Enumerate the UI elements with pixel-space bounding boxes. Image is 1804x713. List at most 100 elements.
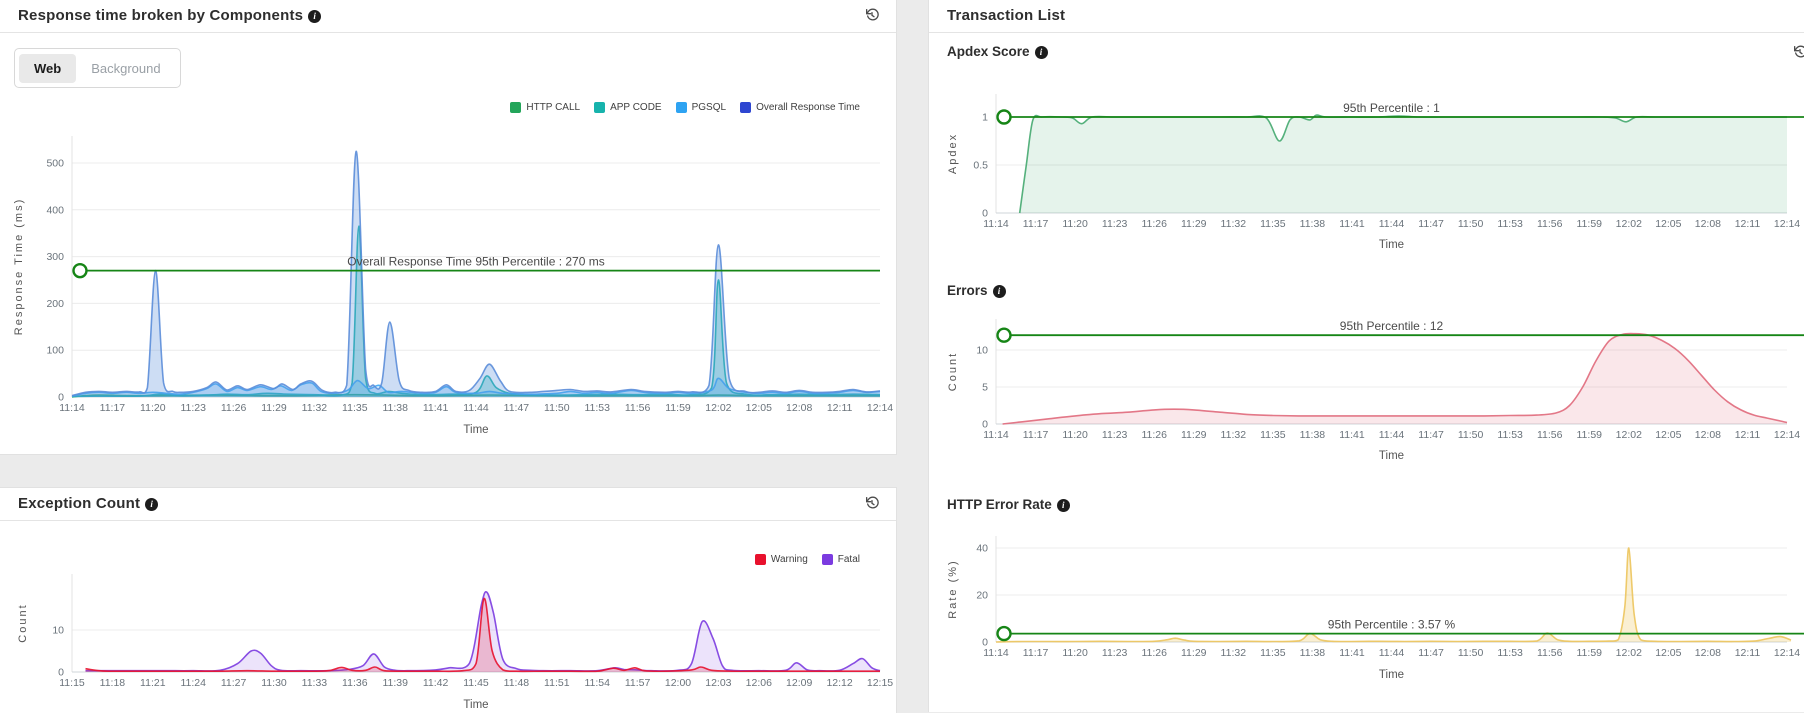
svg-text:11:23: 11:23 [180, 402, 206, 414]
legend-item[interactable]: HTTP CALL [510, 102, 580, 113]
svg-text:12:08: 12:08 [1695, 647, 1721, 659]
svg-text:11:14: 11:14 [59, 402, 85, 414]
svg-text:11:41: 11:41 [423, 402, 449, 414]
svg-text:11:35: 11:35 [1260, 218, 1286, 230]
svg-text:11:44: 11:44 [1379, 429, 1405, 441]
svg-text:11:38: 11:38 [382, 402, 408, 414]
svg-text:12:12: 12:12 [826, 677, 852, 689]
svg-text:11:41: 11:41 [1339, 429, 1365, 441]
legend-swatch [754, 554, 766, 565]
response-time-chart[interactable]: 0 100 200 300 400 500 11:14 11:17 11:20 11:23 11:2… [0, 118, 896, 448]
chart-legend: Warning Fatal [754, 554, 860, 565]
section-title-errors: Errors i [947, 283, 1006, 298]
threshold-label: Overall Response Time 95th Percentile : … [347, 255, 604, 269]
svg-text:11:56: 11:56 [1537, 429, 1563, 441]
info-icon[interactable]: i [1056, 499, 1070, 512]
svg-text:12:08: 12:08 [786, 402, 812, 414]
svg-text:1: 1 [982, 112, 988, 124]
history-icon[interactable] [864, 7, 882, 25]
svg-text:11:56: 11:56 [1537, 647, 1563, 659]
svg-text:11:23: 11:23 [1102, 218, 1128, 230]
legend-swatch [821, 554, 833, 565]
svg-text:12:11: 12:11 [1735, 218, 1761, 230]
history-icon[interactable] [864, 495, 882, 513]
svg-text:400: 400 [46, 204, 64, 216]
svg-text:0: 0 [982, 419, 988, 431]
svg-text:11:54: 11:54 [584, 677, 610, 689]
svg-text:Response Time (ms): Response Time (ms) [13, 198, 25, 335]
svg-text:11:32: 11:32 [1221, 647, 1247, 659]
svg-text:11:14: 11:14 [983, 429, 1009, 441]
svg-text:11:15: 11:15 [59, 677, 85, 689]
info-icon[interactable]: i [145, 498, 159, 511]
svg-text:40: 40 [976, 543, 988, 555]
info-icon[interactable]: i [308, 10, 322, 23]
svg-text:11:42: 11:42 [423, 677, 449, 689]
svg-text:12:11: 12:11 [1735, 429, 1761, 441]
svg-text:11:20: 11:20 [140, 402, 166, 414]
info-icon[interactable]: i [992, 285, 1006, 298]
svg-text:0: 0 [58, 392, 64, 404]
svg-text:11:44: 11:44 [1379, 218, 1405, 230]
svg-text:11:48: 11:48 [504, 677, 530, 689]
panel-title: Response time broken by Components i [18, 7, 322, 24]
transaction-list-panel: Transaction List Apdex Score i 0 0.5 1 11:14… [928, 0, 1804, 712]
svg-text:11:44: 11:44 [1379, 647, 1405, 659]
svg-text:12:06: 12:06 [746, 677, 772, 689]
svg-text:11:17: 11:17 [1023, 429, 1049, 441]
svg-text:11:53: 11:53 [1497, 647, 1523, 659]
svg-text:Time: Time [463, 699, 488, 711]
info-icon[interactable]: i [1034, 46, 1048, 59]
svg-text:11:53: 11:53 [1497, 429, 1523, 441]
svg-text:11:47: 11:47 [1418, 218, 1444, 230]
svg-text:11:23: 11:23 [1102, 647, 1128, 659]
svg-text:11:32: 11:32 [1221, 218, 1247, 230]
svg-text:10: 10 [52, 625, 64, 637]
svg-text:11:53: 11:53 [584, 402, 610, 414]
svg-text:11:32: 11:32 [302, 402, 328, 414]
svg-text:11:47: 11:47 [1418, 429, 1444, 441]
panel-title-text: Response time broken by Components [18, 7, 304, 24]
legend-item[interactable]: Warning [754, 554, 808, 565]
svg-text:12:05: 12:05 [1655, 429, 1681, 441]
svg-text:11:26: 11:26 [221, 402, 247, 414]
svg-text:11:17: 11:17 [1023, 218, 1049, 230]
legend-swatch [510, 102, 522, 113]
panel-header: Response time broken by Components i [0, 0, 896, 33]
svg-text:11:14: 11:14 [983, 218, 1009, 230]
legend-item[interactable]: Overall Response Time [740, 102, 860, 113]
svg-text:11:38: 11:38 [1300, 218, 1326, 230]
apdex-chart[interactable]: 0 0.5 1 11:14 11:17 11:20 11:23 11:26 11:29 11:32… [929, 72, 1804, 252]
history-icon[interactable] [1792, 44, 1804, 62]
svg-text:11:38: 11:38 [1300, 429, 1326, 441]
threshold-label: 95th Percentile : 12 [1340, 319, 1444, 333]
svg-text:12:11: 12:11 [827, 402, 853, 414]
legend-item[interactable]: Fatal [821, 554, 860, 565]
svg-text:11:27: 11:27 [221, 677, 247, 689]
svg-text:11:20: 11:20 [1062, 218, 1088, 230]
svg-text:11:59: 11:59 [1577, 647, 1603, 659]
exception-count-chart[interactable]: 0 10 11:15 11:18 11:21 11:24 11:27 11:30 11:33 11… [0, 568, 896, 713]
svg-text:11:20: 11:20 [1062, 647, 1088, 659]
http-error-rate-chart[interactable]: 0 20 40 11:14 11:17 11:20 11:23 11:26 11:29 11:32… [929, 520, 1804, 712]
chart-legend: HTTP CALL APP CODE PGSQL Overall Response T… [510, 102, 860, 113]
tab-web[interactable]: Web [19, 53, 77, 83]
svg-text:11:17: 11:17 [1023, 647, 1049, 659]
svg-text:12:02: 12:02 [705, 402, 731, 414]
svg-text:11:29: 11:29 [1181, 429, 1207, 441]
svg-text:11:59: 11:59 [1577, 429, 1603, 441]
legend-label: Warning [770, 554, 808, 565]
errors-chart[interactable]: 0 5 10 11:14 11:17 11:20 11:23 11:26 11:29 11:32 1… [929, 305, 1804, 470]
svg-text:11:41: 11:41 [1339, 647, 1365, 659]
svg-text:11:45: 11:45 [463, 677, 489, 689]
svg-text:Apdex: Apdex [947, 133, 959, 174]
panel-title-text: Exception Count [18, 495, 141, 512]
response-time-panel: Response time broken by Components i Web … [0, 0, 897, 455]
svg-text:11:50: 11:50 [1458, 218, 1484, 230]
svg-text:12:14: 12:14 [1774, 218, 1800, 230]
legend-item[interactable]: PGSQL [675, 102, 726, 113]
svg-text:11:35: 11:35 [1260, 429, 1286, 441]
svg-text:11:50: 11:50 [544, 402, 570, 414]
legend-item[interactable]: APP CODE [594, 102, 662, 113]
tab-background[interactable]: Background [91, 60, 161, 76]
